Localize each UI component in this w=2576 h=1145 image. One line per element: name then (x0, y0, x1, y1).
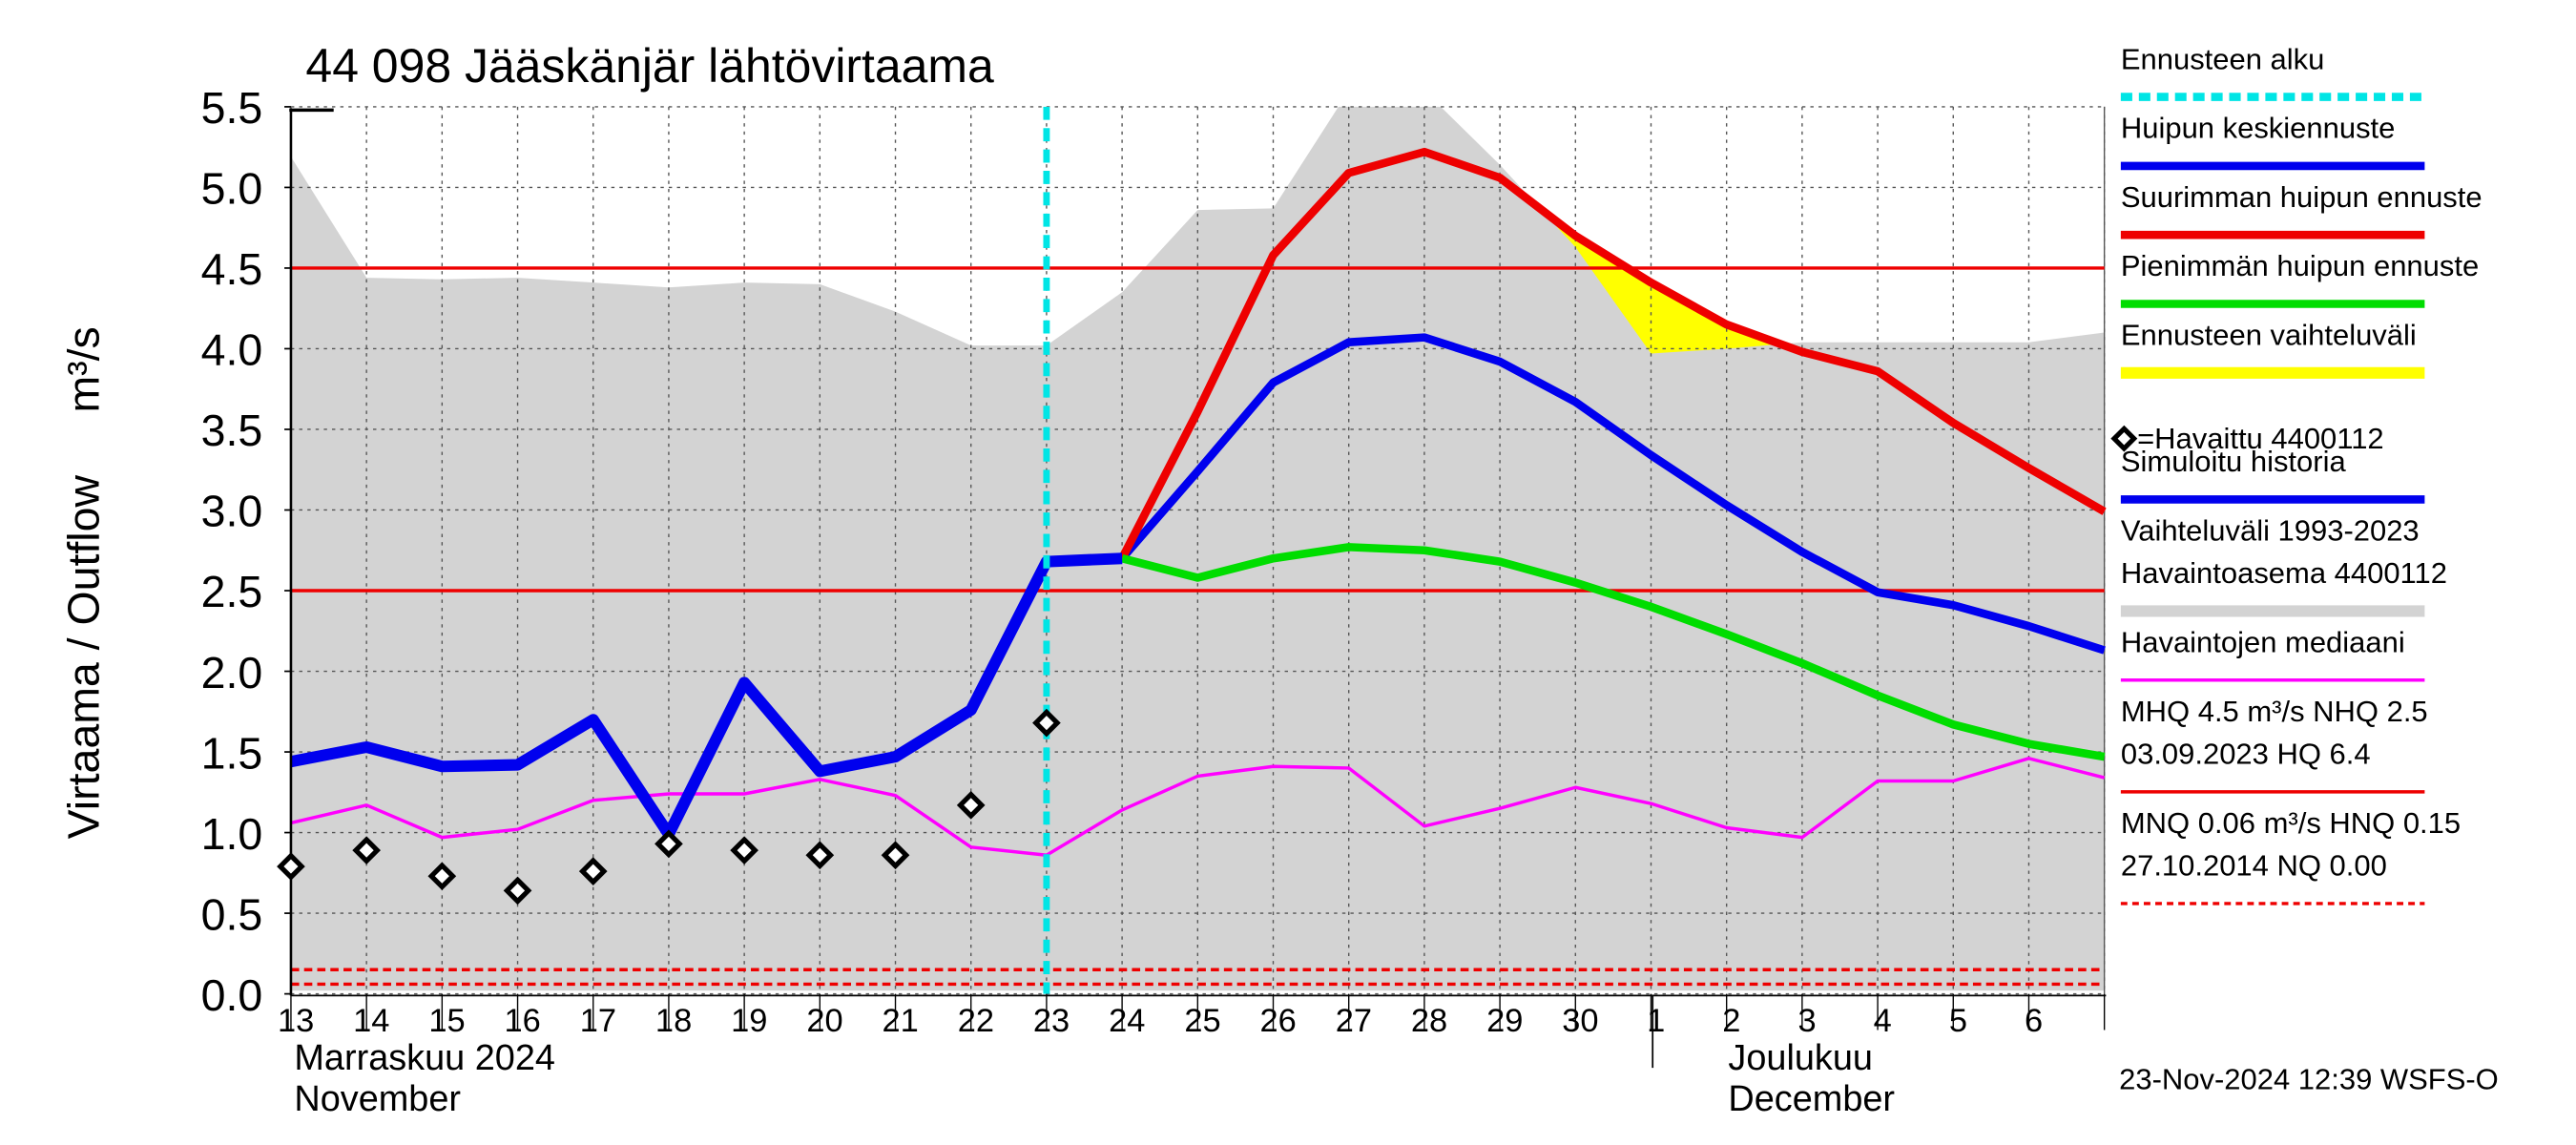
series-line (1118, 147, 2107, 561)
x-tick-label: 28 (1411, 1003, 1447, 1039)
legend-label: =Havaittu 4400112 (2137, 422, 2384, 455)
legend-label: 03.09.2023 HQ 6.4 (2121, 738, 2371, 771)
legend-label: Havaintoasema 4400112 (2121, 556, 2447, 590)
legend-label: Simuloitu historia (2121, 445, 2347, 478)
legend-marker (2110, 425, 2138, 452)
range-band (290, 106, 2105, 991)
legend-label: Vaihteluväli 1993-2023 (2121, 513, 2420, 547)
legend-label: MNQ 0.06 m³/s HNQ 0.15 (2121, 806, 2461, 840)
y-tick-label: 4.0 (201, 325, 263, 375)
legend-label: Ennusteen alku (2121, 42, 2325, 75)
observed-marker (956, 790, 986, 820)
y-tick-label: 5.5 (201, 83, 263, 133)
series-line (290, 757, 2106, 857)
month-label: Marraskuu 2024 (294, 1038, 555, 1078)
y-tick-label: 2.0 (201, 648, 263, 697)
chart-title: 44 098 Jääskänjär lähtövirtaama (305, 39, 994, 93)
series-line (290, 552, 1123, 841)
series-line (1121, 543, 2106, 761)
observed-marker (805, 841, 835, 870)
x-tick-label: 26 (1260, 1003, 1297, 1039)
axes: 0.00.51.01.52.02.53.03.54.04.55.05.513 14… (201, 83, 2107, 1069)
x-tick-label: 30 (1562, 1003, 1598, 1039)
y-tick-label: 0.0 (201, 970, 263, 1020)
legend-label: MHQ 4.5 m³/s NHQ 2.5 (2121, 695, 2428, 728)
y-tick-label: 1.5 (201, 728, 263, 778)
x-tick-label: 23 (1033, 1003, 1070, 1039)
y-axis-unit: m³/s (59, 326, 109, 412)
x-tick-label: 21 (883, 1003, 919, 1039)
observed-marker (578, 857, 608, 885)
observed-marker (503, 876, 532, 906)
observed-marker (427, 862, 457, 891)
x-tick-label: 6 (2025, 1003, 2043, 1039)
month-label: November (294, 1079, 461, 1119)
x-tick-label: 22 (958, 1003, 994, 1039)
x-tick-label: 20 (806, 1003, 842, 1039)
x-tick-label: 13 (278, 1003, 314, 1039)
x-tick-label: 27 (1336, 1003, 1372, 1039)
observed-marker (654, 829, 683, 859)
y-tick-label: 5.0 (201, 164, 263, 214)
observed-marker (1032, 708, 1061, 738)
legend-label: Suurimman huipun ennuste (2121, 180, 2483, 214)
observed-marker (730, 836, 758, 865)
x-tick-label: 18 (655, 1003, 692, 1039)
month-label: December (1728, 1079, 1895, 1119)
y-tick-label: 2.5 (201, 567, 263, 616)
x-tick-label: 15 (428, 1003, 465, 1039)
y-tick-label: 4.5 (201, 244, 263, 294)
x-tick-label: 29 (1486, 1003, 1523, 1039)
x-tick-label: 14 (353, 1003, 389, 1039)
y-tick-label: 3.5 (201, 406, 263, 455)
y-axis-label: Virtaama / Outflow (59, 475, 109, 840)
y-tick-label: 1.0 (201, 809, 263, 859)
legend-label: Ennusteen vaihteluväli (2121, 319, 2417, 352)
y-tick-label: 3.0 (201, 487, 263, 536)
x-tick-label: 4 (1874, 1003, 1892, 1039)
observed-marker (881, 841, 910, 870)
timestamp: 23-Nov-2024 12:39 WSFS-O (2119, 1062, 2499, 1095)
x-tick-label: 1 (1647, 1003, 1665, 1039)
lines (290, 106, 2107, 994)
series-line (1118, 333, 2106, 655)
x-tick-label: 2 (1722, 1003, 1740, 1039)
x-tick-label: 25 (1184, 1003, 1220, 1039)
x-tick-label: 17 (580, 1003, 616, 1039)
observed-marker (352, 836, 381, 865)
y-tick-label: 0.5 (201, 889, 263, 939)
x-tick-label: 24 (1109, 1003, 1145, 1039)
legend-label: Pienimmän huipun ennuste (2121, 249, 2479, 282)
legend: Ennusteen alku Huipun keskiennuste Suurimm… (2110, 42, 2483, 906)
legend-label: 27.10.2014 NQ 0.00 (2121, 849, 2387, 883)
x-tick-label: 3 (1797, 1003, 1816, 1039)
x-tick-label: 16 (505, 1003, 541, 1039)
x-tick-label: 19 (731, 1003, 767, 1039)
legend-label: Havaintojen mediaani (2121, 626, 2405, 659)
legend-label: Huipun keskiennuste (2121, 112, 2396, 145)
observed-marker (277, 852, 305, 881)
bands (290, 106, 2105, 991)
x-tick-label: 5 (1949, 1003, 1967, 1039)
month-label: Joulukuu (1728, 1038, 1873, 1078)
